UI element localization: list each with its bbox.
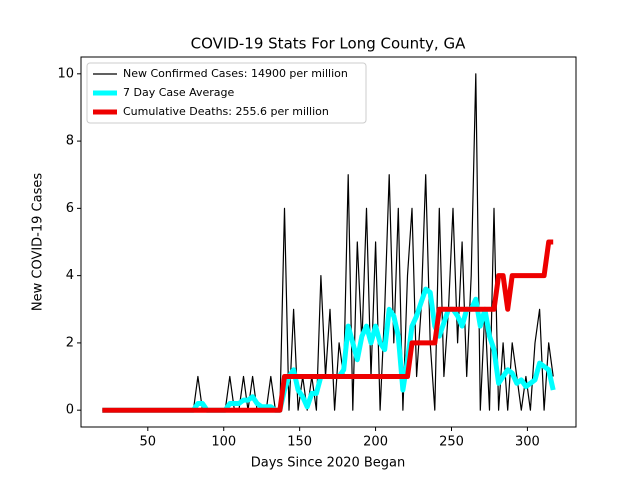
y-tick-label: 0 <box>66 403 74 418</box>
plot-frame <box>80 56 577 428</box>
legend-box <box>86 62 367 124</box>
x-tick-label: 100 <box>211 435 236 450</box>
x-tick-label: 300 <box>515 435 540 450</box>
legend-label: New Confirmed Cases: 14900 per million <box>123 67 348 80</box>
legend-label: 7 Day Case Average <box>123 86 235 99</box>
x-tick-label: 250 <box>439 435 464 450</box>
x-tick-label: 200 <box>363 435 388 450</box>
y-tick-label: 4 <box>66 268 74 283</box>
x-tick-label: 150 <box>287 435 312 450</box>
y-axis-label: New COVID-19 Cases <box>31 173 46 311</box>
y-tick-label: 10 <box>57 66 74 81</box>
x-axis-label: Days Since 2020 Began <box>251 456 406 471</box>
y-tick-label: 8 <box>66 134 74 149</box>
legend-label: Cumulative Deaths: 255.6 per million <box>123 105 329 118</box>
y-tick-label: 2 <box>66 335 74 350</box>
series-line <box>102 239 554 413</box>
x-tick-label: 50 <box>140 435 157 450</box>
y-tick-label: 6 <box>66 201 74 216</box>
chart-title: COVID-19 Stats For Long County, GA <box>191 35 466 53</box>
